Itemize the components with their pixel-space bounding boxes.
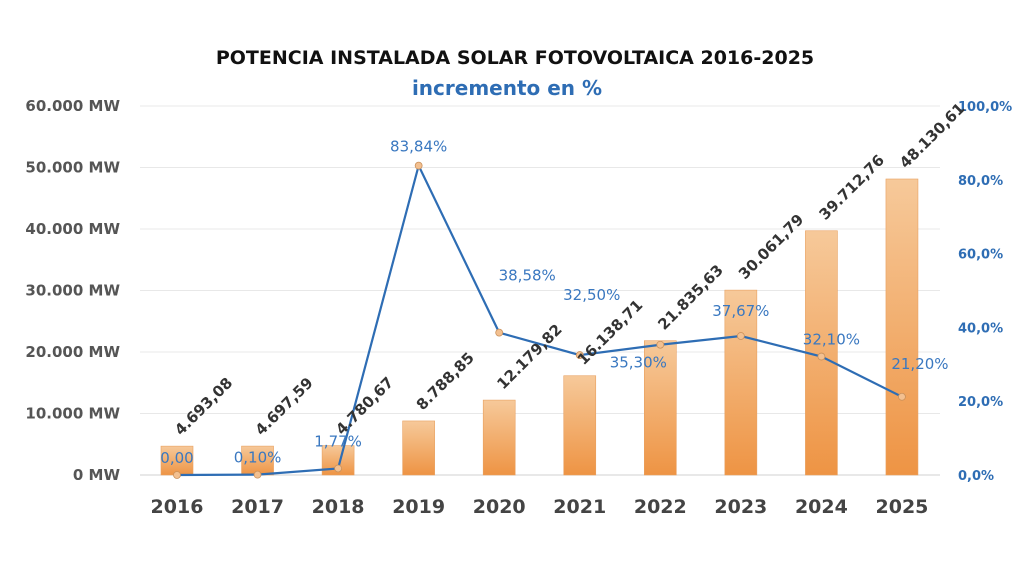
percent-label: 35,30% [610,354,667,372]
bar [402,420,435,476]
y-left-tick-label: 40.000 MW [25,220,120,238]
bar-value-label: 4.697,59 [252,374,317,439]
y-left-tick-label: 0 MW [73,466,121,484]
y-right-tick-label: 100,0% [958,100,1012,115]
percent-label: 37,67% [712,302,769,320]
percent-label: 32,50% [563,286,620,304]
x-tick-label: 2021 [553,496,606,518]
x-tick-label: 2022 [634,496,687,518]
percent-marker [898,392,906,401]
bar [885,178,919,476]
bar [643,340,677,476]
x-tick-label: 2017 [231,496,284,518]
percent-marker [736,332,745,340]
percent-label: 32,10% [803,331,860,349]
percent-marker [414,161,423,170]
bar [160,445,194,476]
y-left-tick-label: 20.000 MW [25,343,120,361]
y-right-tick-label: 0,0% [958,469,994,484]
percent-marker [817,352,826,361]
y-left-tick-label: 10.000 MW [25,405,120,423]
y-left-tick-label: 50.000 MW [25,159,120,177]
bar-value-label: 21.835,63 [654,261,726,333]
y-right-tick-label: 80,0% [958,174,1003,189]
percent-label: 1,77% [314,432,362,450]
x-tick-label: 2020 [473,496,526,518]
bar-value-label: 4.780,67 [332,373,397,438]
x-tick-label: 2023 [714,496,767,518]
bar-value-label: 30.061,79 [735,210,807,282]
bar [724,289,758,476]
percent-marker [575,351,584,359]
percent-marker [495,328,504,337]
bar-value-label: 8.788,85 [413,349,478,414]
y-left-tick-label: 30.000 MW [25,282,120,300]
percent-marker [173,471,181,479]
chart-subtitle: incremento en % [412,76,602,100]
percent-label: 21,20% [891,355,948,373]
percent-marker [334,464,343,473]
percent-marker [656,340,665,349]
y-right-tick-label: 40,0% [958,321,1003,336]
bar [241,445,274,476]
x-tick-label: 2025 [876,496,929,518]
x-tick-label: 2018 [312,496,365,518]
percent-label: 0,00 [160,449,193,467]
percent-label: 38,58% [499,267,556,285]
x-tick-label: 2024 [795,496,848,518]
x-tick-label: 2016 [151,496,204,518]
y-right-tick-label: 60,0% [958,248,1003,263]
x-tick-label: 2019 [392,496,445,518]
y-right-tick-label: 20,0% [958,395,1003,410]
percent-label: 0,10% [234,449,282,467]
percent-marker [253,470,262,479]
chart-title: POTENCIA INSTALADA SOLAR FOTOVOLTAICA 20… [216,47,814,69]
y-left-tick-label: 60.000 MW [25,97,120,115]
bar [482,399,516,476]
bar-value-label: 39.712,76 [816,151,888,223]
bar-value-label: 12.179,82 [493,320,565,392]
bar-value-label: 4.693,08 [171,374,236,439]
percent-label: 83,84% [390,138,447,156]
bar [563,375,597,476]
percent-line [176,162,903,477]
bar-value-label: 48.130,61 [896,99,968,171]
